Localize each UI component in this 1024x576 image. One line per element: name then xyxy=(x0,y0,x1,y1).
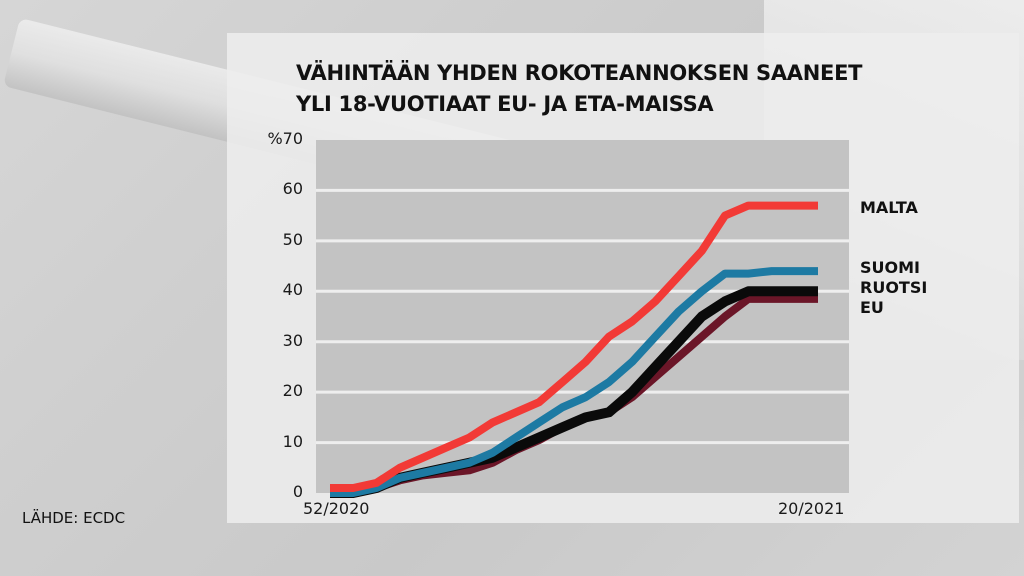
chart-title: VÄHINTÄÄN YHDEN ROKOTEANNOKSEN SAANEET Y… xyxy=(296,58,936,120)
y-tick-label: 40 xyxy=(282,280,303,300)
y-tick-label: 10 xyxy=(282,431,303,451)
data-lines xyxy=(330,201,818,498)
legend-eu: EU xyxy=(860,298,884,317)
plot-area xyxy=(316,140,849,493)
source-label: LÄHDE: ECDC xyxy=(22,509,126,527)
legend-suomi: SUOMI xyxy=(860,258,920,277)
chart-title-line1: VÄHINTÄÄN YHDEN ROKOTEANNOKSEN SAANEET xyxy=(296,61,863,85)
y-tick-label: 0 xyxy=(292,482,303,501)
series-line-malta xyxy=(330,201,818,492)
y-tick-label: %70 xyxy=(267,129,303,148)
legend-malta: MALTA xyxy=(860,198,918,217)
y-tick-label: 30 xyxy=(282,330,303,350)
y-tick-label: 50 xyxy=(282,229,303,249)
legend-ruotsi: RUOTSI xyxy=(860,278,928,297)
chart-title-line2: YLI 18-VUOTIAAT EU- JA ETA-MAISSA xyxy=(296,92,714,116)
x-tick-start: 52/2020 xyxy=(303,499,370,518)
y-tick-label: 60 xyxy=(282,179,303,199)
series-line-suomi xyxy=(330,267,818,497)
y-tick-label: 20 xyxy=(282,381,303,401)
x-tick-end: 20/2021 xyxy=(778,499,845,518)
